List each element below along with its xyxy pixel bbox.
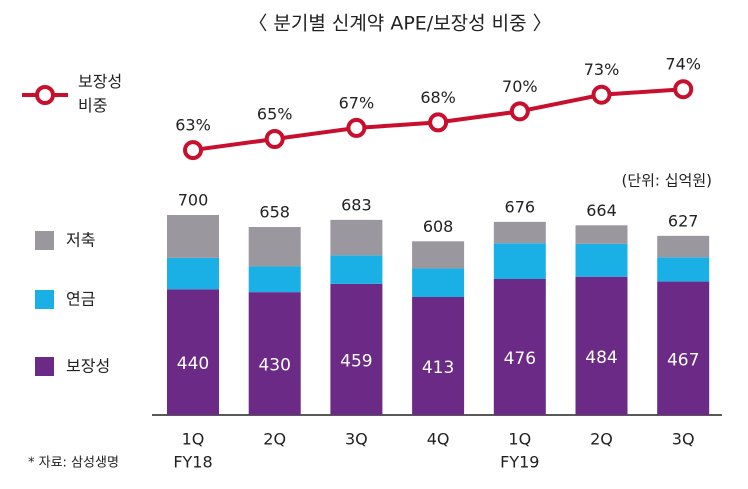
x-tick-label: 2Q — [590, 430, 613, 449]
legend-label: 연금 — [66, 290, 95, 309]
line-value-label: 70% — [502, 77, 538, 96]
line-point — [346, 117, 367, 138]
bar-total-label: 658 — [259, 203, 290, 222]
bar-segment — [493, 279, 546, 415]
line-point — [673, 79, 694, 100]
x-tick-label: 2Q — [263, 430, 286, 449]
line-value-label: 74% — [665, 55, 701, 74]
bar-total-label: 608 — [423, 217, 454, 236]
legend-swatch — [35, 231, 54, 250]
line-value-label: 73% — [584, 60, 620, 79]
legend-marker — [35, 85, 55, 105]
bar-segment — [330, 219, 383, 256]
bar-segment — [167, 289, 219, 415]
bar-value-label: 467 — [667, 350, 699, 370]
source-note: * 자료: 삼성생명 — [28, 456, 119, 471]
bar-total-label: 700 — [178, 191, 209, 210]
bar-segment — [167, 257, 219, 290]
line-point — [428, 112, 449, 133]
bar-segment — [493, 243, 546, 279]
legend-label: 저축 — [66, 231, 95, 250]
bar-value-label: 430 — [258, 356, 290, 376]
bar-segment — [167, 215, 219, 258]
line-point — [183, 140, 203, 161]
x-tick-label: 1Q — [182, 430, 205, 449]
bar-total-label: 676 — [505, 197, 536, 216]
legend-swatch — [35, 357, 54, 376]
bar-total-label: 664 — [586, 201, 617, 220]
bar-segment — [330, 283, 383, 415]
bar-total-label: 627 — [668, 211, 699, 230]
bar-segment — [412, 241, 465, 269]
line-point — [264, 129, 285, 149]
line-value-label: 68% — [420, 88, 456, 107]
bar-value-label: 459 — [340, 351, 372, 371]
bar-segment — [412, 297, 465, 415]
bar-segment — [248, 292, 301, 415]
legend-swatch — [35, 290, 54, 309]
line-point — [591, 84, 612, 105]
bar-value-label: 476 — [504, 349, 536, 369]
bar-segment — [330, 255, 383, 284]
bar-segment — [657, 235, 710, 258]
bar-segment — [575, 225, 628, 244]
x-tick-label: 4Q — [427, 430, 450, 449]
line-value-label: 67% — [339, 93, 375, 112]
bar-total-label: 683 — [341, 195, 372, 214]
x-tick-label: 1Q — [508, 430, 531, 449]
chart-title: 〈 분기별 신계약 APE/보장성 비중 〉 — [248, 13, 551, 35]
bar-segment — [575, 276, 628, 415]
line-point — [509, 101, 530, 122]
x-tick-label: 3Q — [672, 430, 695, 449]
bar-segment — [248, 266, 301, 293]
legend-label: 보장성 — [66, 357, 110, 376]
bar-segment — [412, 268, 465, 297]
bar-segment — [657, 257, 710, 282]
line-value-label: 63% — [175, 116, 211, 135]
bar-value-label: 413 — [422, 358, 454, 378]
bar-segment — [493, 221, 546, 244]
bar-value-label: 440 — [177, 354, 209, 374]
bar-value-label: 484 — [585, 348, 617, 368]
legend-label: 보장성 비중 — [78, 72, 122, 115]
x-group-label: FY18 — [173, 453, 212, 472]
unit-note: (단위: 십억원) — [621, 172, 712, 190]
x-group-label: FY19 — [500, 453, 539, 472]
bar-segment — [657, 281, 710, 415]
bar-segment — [248, 227, 301, 267]
x-tick-label: 3Q — [345, 430, 368, 449]
line-value-label: 65% — [257, 105, 293, 124]
bar-segment — [575, 243, 628, 277]
